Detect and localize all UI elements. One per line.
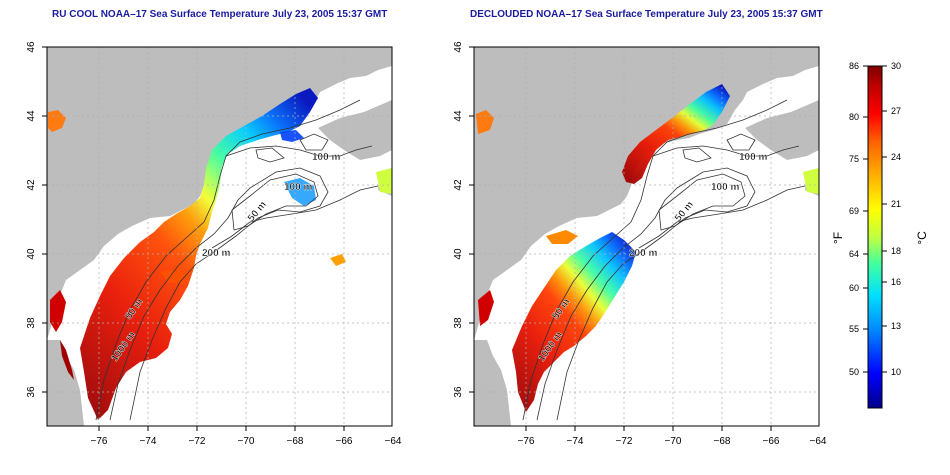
land-mass: [47, 47, 392, 340]
contour-label: 100 m: [284, 182, 312, 193]
x-tick-label: −76: [91, 436, 108, 447]
contour-label: 100 m: [739, 152, 767, 163]
land-mass: [474, 47, 819, 340]
fahrenheit-tick-label: 69: [849, 206, 859, 216]
sst-data-layer: [546, 230, 578, 244]
x-tick-label: −72: [189, 436, 206, 447]
sst-data-layer: [478, 290, 494, 326]
contour-label: 200 m: [629, 248, 657, 259]
x-tick-label: −76: [518, 436, 535, 447]
fahrenheit-axis-label: °F: [831, 232, 845, 244]
fahrenheit-tick-label: 64: [849, 249, 859, 259]
sst-data-layer: [803, 168, 819, 194]
x-tick-label: −74: [140, 436, 157, 447]
y-tick-label: 40: [453, 248, 464, 260]
sst-data-layer: [622, 84, 730, 184]
x-tick-label: −66: [336, 436, 353, 447]
y-tick-label: 44: [453, 110, 464, 122]
fahrenheit-tick-label: 60: [849, 283, 859, 293]
celsius-tick-label: 13: [891, 321, 901, 331]
x-tick-label: −70: [665, 436, 682, 447]
contour-label: 100 m: [711, 182, 739, 193]
celsius-tick-label: 10: [891, 367, 901, 377]
celsius-tick-label: 27: [891, 106, 901, 116]
celsius-tick-label: 16: [891, 277, 901, 287]
celsius-tick-label: 18: [891, 246, 901, 256]
y-tick-label: 38: [453, 317, 464, 329]
sst-data-layer: [330, 254, 346, 266]
fahrenheit-tick-label: 50: [849, 367, 859, 377]
celsius-tick-label: 30: [891, 61, 901, 71]
right-panel-title: DECLOUDED NOAA–17 Sea Surface Temperatur…: [470, 9, 823, 20]
x-tick-label: −68: [714, 436, 731, 447]
contour-label: 200 m: [202, 248, 230, 259]
y-tick-label: 40: [26, 248, 37, 260]
sst-data-layer: [280, 130, 304, 142]
y-tick-label: 36: [26, 386, 37, 398]
sst-data-layer: [48, 110, 66, 132]
bathymetry-contours: [522, 99, 806, 421]
y-tick-label: 38: [26, 317, 37, 329]
y-tick-label: 42: [453, 179, 464, 191]
x-tick-label: −66: [763, 436, 780, 447]
grid-lines: [474, 47, 819, 426]
x-tick-label: −68: [287, 436, 304, 447]
sst-data-layer: [376, 168, 392, 194]
celsius-tick-label: 24: [891, 152, 901, 162]
celsius-tick-label: 21: [891, 199, 901, 209]
left-panel-title: RU COOL NOAA–17 Sea Surface Temperature …: [52, 9, 388, 20]
x-tick-label: −64: [385, 436, 402, 447]
land-mass: [318, 100, 392, 160]
x-tick-label: −64: [810, 436, 827, 447]
x-tick-label: −70: [238, 436, 255, 447]
y-tick-label: 42: [26, 179, 37, 191]
temperature-colorbar: 86 80 75 69 64 60 55 50 30 27 24 21 18 1…: [831, 61, 929, 409]
land-mass: [474, 340, 511, 426]
right-map-panel: 100 m 100 m 50 m 200 m 50 m 1000 m −76 −…: [453, 41, 827, 447]
sst-data-layer: [80, 88, 318, 420]
bathymetry-contours: [95, 99, 379, 421]
y-tick-label: 46: [26, 41, 37, 53]
x-tick-label: −74: [567, 436, 584, 447]
fahrenheit-tick-label: 75: [849, 154, 859, 164]
sst-data-layer: [50, 290, 66, 332]
y-tick-label: 44: [26, 110, 37, 122]
y-tick-label: 36: [453, 386, 464, 398]
colorbar-gradient: [867, 65, 883, 409]
celsius-axis-label: °C: [915, 231, 929, 245]
y-tick-label: 46: [453, 41, 464, 53]
fahrenheit-tick-label: 55: [849, 324, 859, 334]
map-border: [46, 46, 393, 427]
sst-data-layer: [60, 340, 74, 380]
map-border: [473, 46, 820, 427]
fahrenheit-tick-label: 86: [849, 61, 859, 71]
land-mass: [745, 100, 819, 160]
grid-lines: [47, 47, 392, 426]
land-mass: [47, 340, 84, 426]
sst-data-layer: [512, 232, 636, 412]
left-map-panel: 100 m 100 m 50 m 200 m 50 m 1000 m −76 −…: [26, 41, 402, 447]
x-tick-label: −72: [616, 436, 633, 447]
contour-label: 100 m: [312, 152, 340, 163]
fahrenheit-tick-label: 80: [849, 112, 859, 122]
